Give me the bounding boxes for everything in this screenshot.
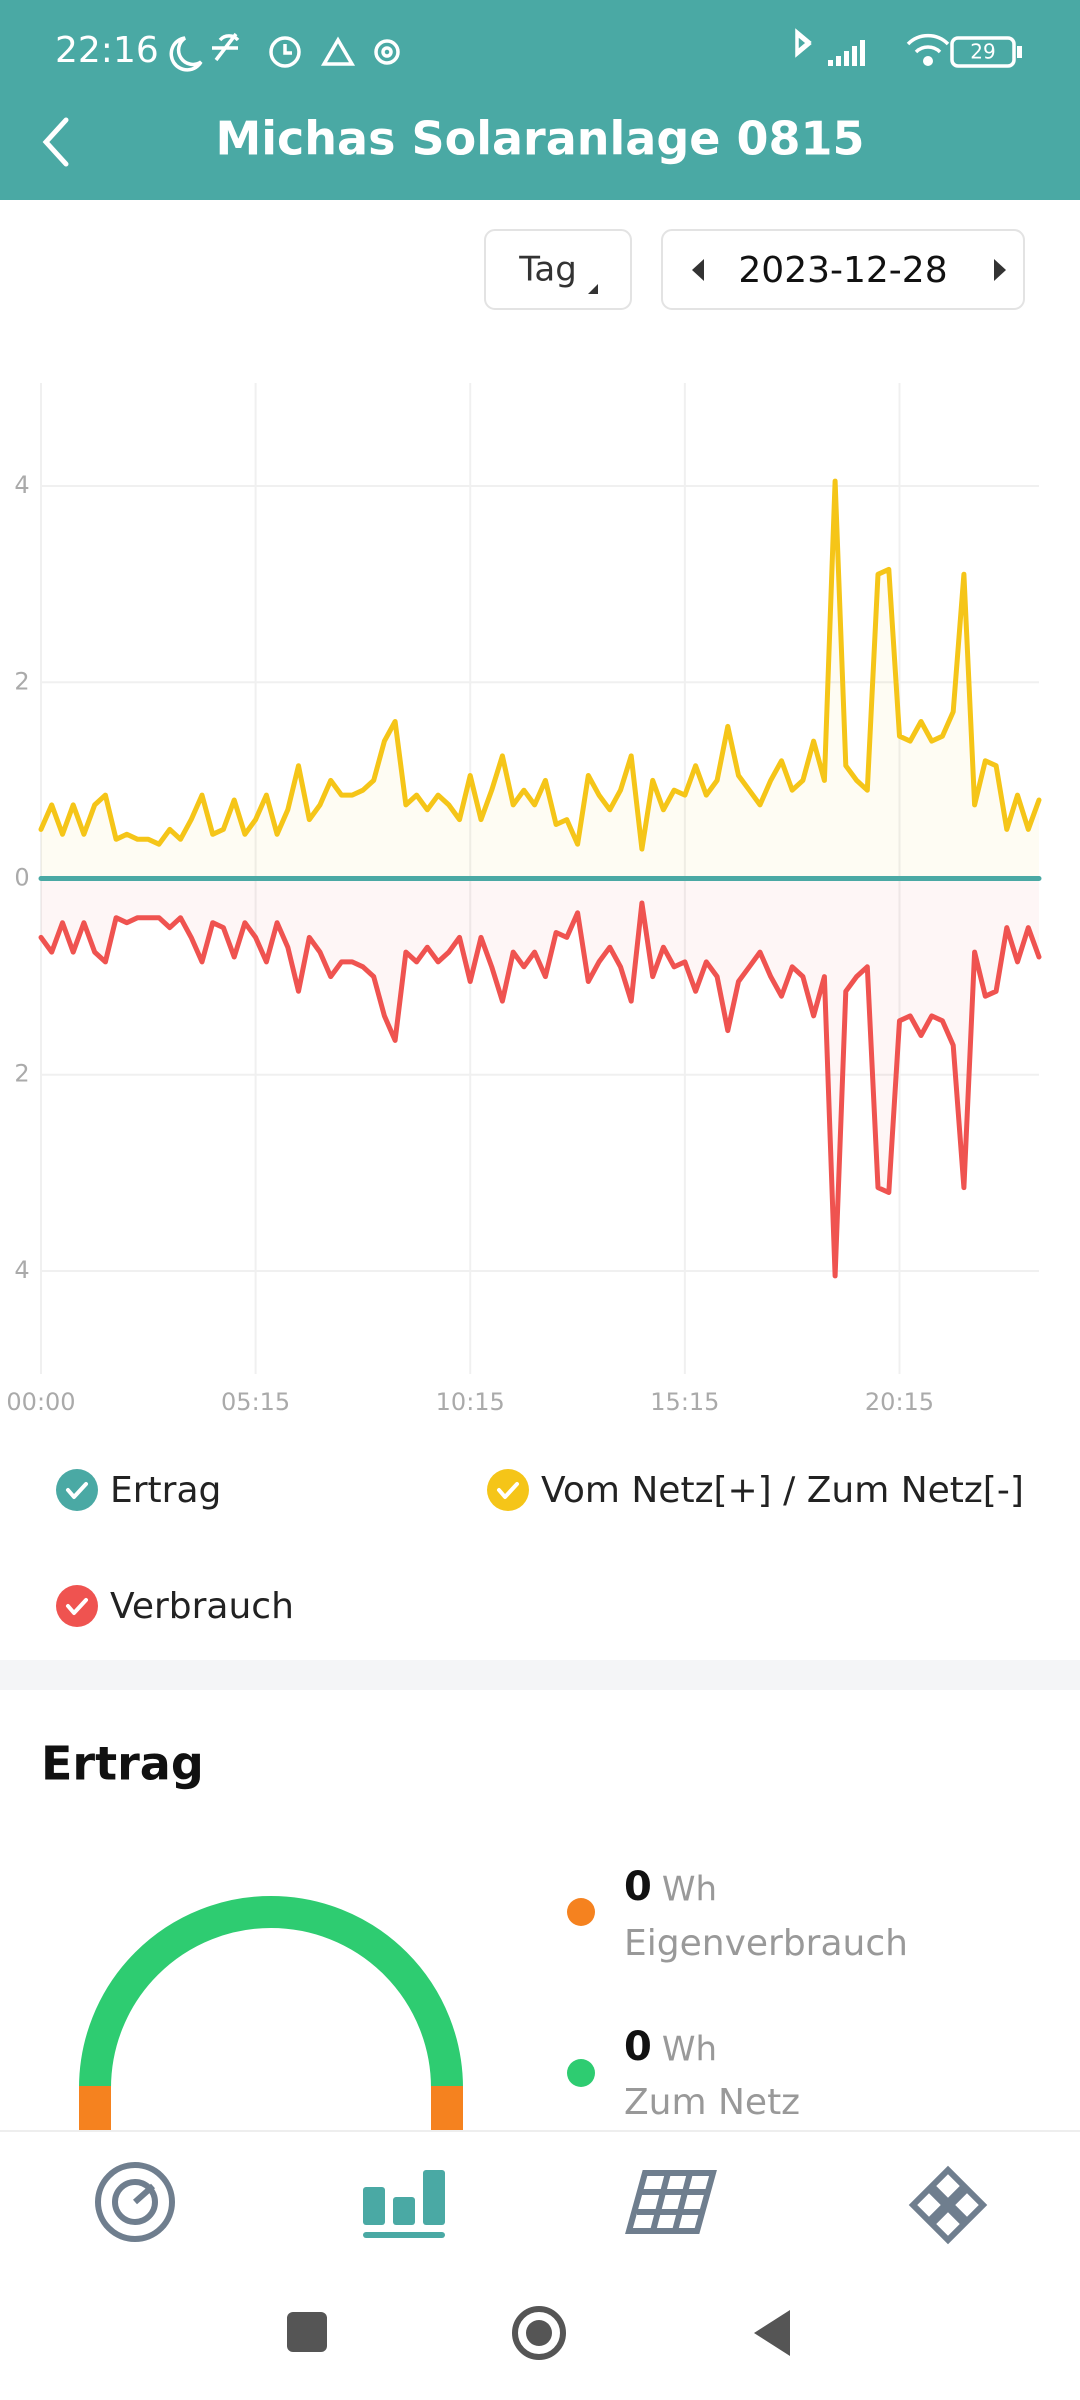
legend-check [56,1585,98,1627]
summary-dot [567,1898,595,1926]
period-label: Tag [518,250,577,290]
section-title: Ertrag [41,1737,204,1791]
nav-grid[interactable] [625,2170,717,2234]
dropdown-arrow [588,284,598,294]
summary-label: Eigenverbrauch [624,1923,908,1964]
legend-check-mark [497,1482,519,1499]
nav-icons [95,2162,988,2245]
nav-more[interactable] [908,2165,988,2245]
y-tick-label: 4 [14,1256,29,1284]
legend-item[interactable]: Vom Netz[+] / Zum Netz[-] [487,1469,1024,1511]
y-tick-label: 2 [14,1060,29,1088]
x-tick-label: 15:15 [650,1388,719,1416]
app-bar [0,0,1080,200]
x-tick-label: 10:15 [436,1388,505,1416]
gauge-end [79,2086,111,2132]
summary-unit: Wh [662,1870,717,1910]
legend-label: Verbrauch [110,1586,294,1627]
summary-dot [567,2059,595,2087]
status-time: 22:16 [55,30,159,71]
x-tick-label: 20:15 [865,1388,934,1416]
summary-value: 0 [624,1864,652,1910]
section-divider [0,1660,1080,1690]
chart: 4 2 0 2 4 00:00 05:15 10:15 15:15 20:15 Ertrag Vom … [6,383,1042,1627]
legend-check [487,1469,529,1511]
legend-label: Vom Netz[+] / Zum Netz[-] [541,1470,1024,1511]
x-tick-label: 05:15 [221,1388,290,1416]
legend-check-mark [66,1598,88,1615]
gauge-arc [79,1896,463,2089]
system-home[interactable] [512,2306,566,2360]
legend-item[interactable]: Ertrag [56,1469,221,1511]
nav-statistics[interactable] [363,2170,445,2238]
legend-check-mark [66,1482,88,1499]
nav-dashboard[interactable] [95,2162,175,2242]
previous-day[interactable] [692,259,704,281]
legend-item[interactable]: Verbrauch [56,1585,294,1627]
legend-label: Ertrag [110,1470,221,1511]
signal-icon [828,40,1022,66]
x-tick-label: 00:00 [6,1388,75,1416]
series-line [38,478,1042,852]
battery-level: 29 [970,40,995,64]
series-line [38,900,1042,1279]
y-tick-label: 2 [14,667,29,695]
date-selector [661,229,1025,310]
y-tick-label: 0 [14,864,29,892]
summary-unit: Wh [662,2030,717,2070]
summary-value: 0 [624,2024,652,2070]
next-day[interactable] [994,259,1006,281]
date-label: 2023-12-28 [738,250,947,291]
system-recents[interactable] [287,2312,327,2352]
summary-label: Zum Netz [624,2082,800,2123]
status-icons [169,28,1016,72]
back-button[interactable] [42,117,69,167]
area [41,481,1039,879]
legend-check [56,1469,98,1511]
y-tick-label: 4 [14,471,29,499]
system-back[interactable] [754,2310,790,2356]
area [41,878,1039,1276]
gauge-end [431,2086,463,2132]
page-title: Michas Solaranlage 0815 [216,112,865,166]
